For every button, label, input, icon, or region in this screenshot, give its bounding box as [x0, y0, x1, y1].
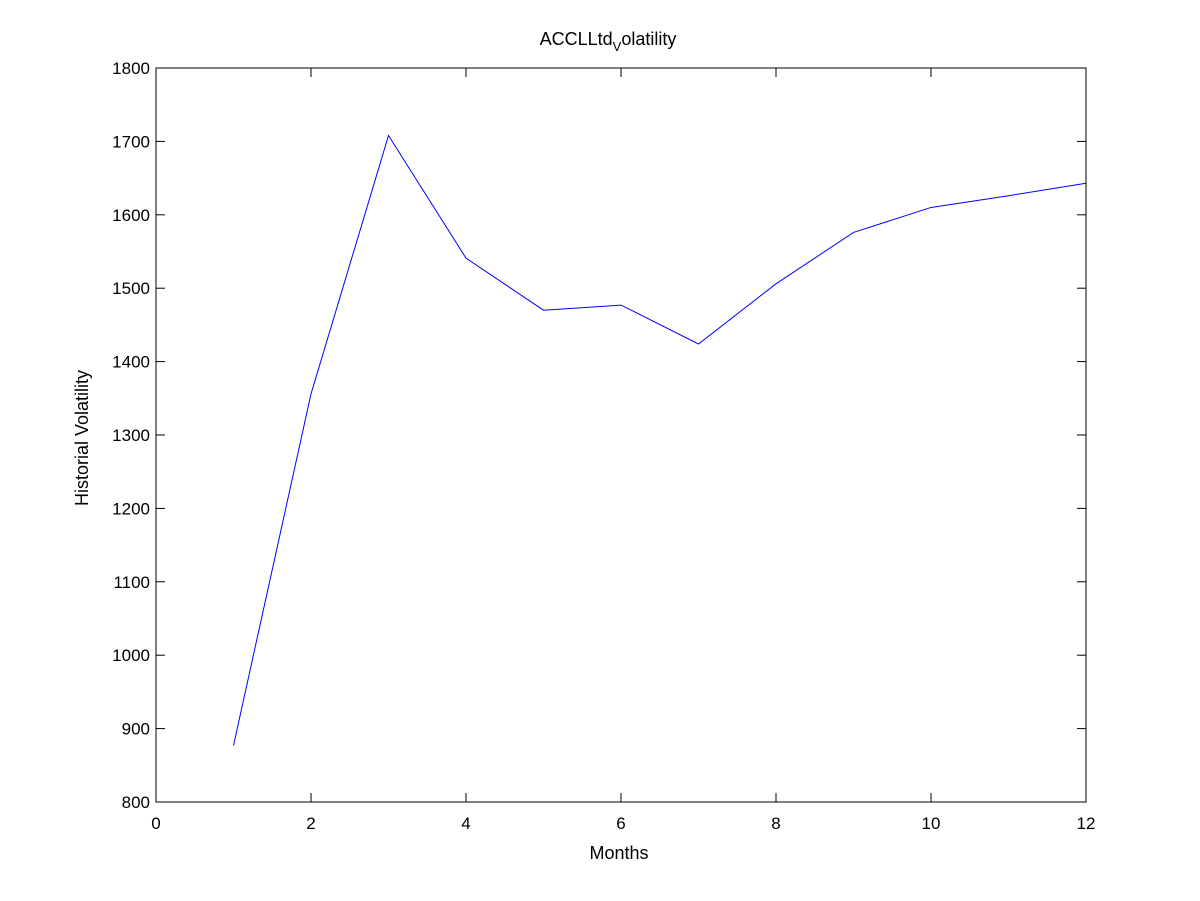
y-tick-label: 1500 — [112, 279, 150, 298]
y-tick-label: 1600 — [112, 206, 150, 225]
x-tick-label: 10 — [922, 814, 941, 833]
y-tick-label: 800 — [122, 793, 150, 812]
y-tick-label: 1400 — [112, 353, 150, 372]
y-tick-label: 1100 — [113, 573, 150, 592]
y-axis: 800 900 1000 1100 1200 1300 1400 1500 1600 1700 18… — [112, 59, 1086, 812]
plot-area — [155, 67, 1087, 803]
x-tick-label: 4 — [461, 814, 470, 833]
x-axis-label: Months — [589, 843, 648, 863]
chart-title-main: ACCLLtd — [540, 29, 613, 49]
chart-title: ACCLLtdVolatility — [540, 29, 677, 54]
y-tick-label: 1000 — [112, 646, 150, 665]
x-tick-label: 0 — [151, 814, 160, 833]
x-tick-label: 6 — [616, 814, 625, 833]
series-line — [233, 134, 1087, 746]
x-tick-label: 12 — [1077, 814, 1096, 833]
y-tick-label: 1700 — [112, 132, 150, 151]
x-tick-label: 8 — [771, 814, 780, 833]
y-tick-label: 1800 — [112, 59, 150, 78]
y-tick-label: 1300 — [112, 426, 150, 445]
x-tick-label: 2 — [306, 814, 315, 833]
y-axis-label: Historial Volatility — [72, 370, 92, 506]
chart-title-subscript: V — [613, 39, 622, 54]
series-layer — [233, 134, 1087, 746]
x-axis: 0 2 4 6 8 10 12 — [151, 68, 1095, 833]
y-tick-label: 900 — [122, 720, 150, 739]
chart-title-rest: olatility — [621, 29, 676, 49]
y-tick-label: 1200 — [112, 499, 150, 518]
